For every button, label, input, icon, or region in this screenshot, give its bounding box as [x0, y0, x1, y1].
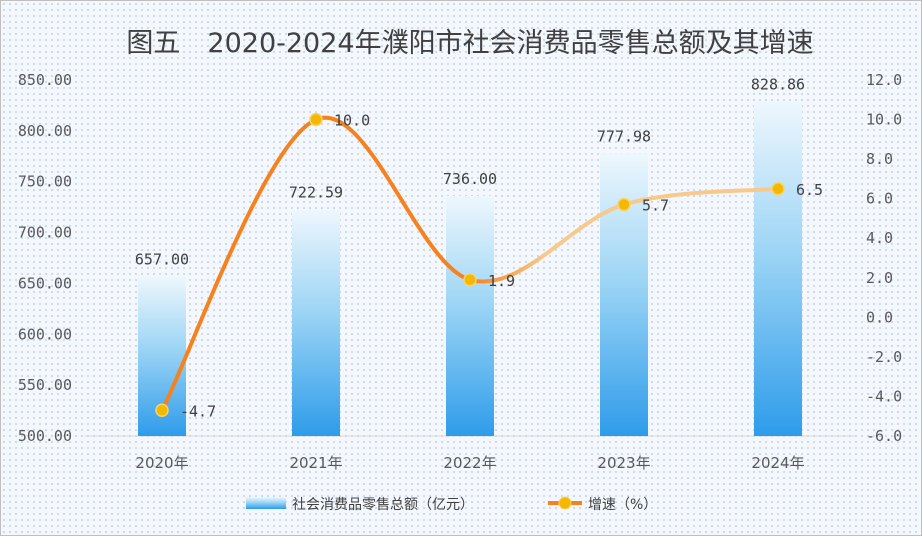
growth-marker: [463, 273, 477, 287]
bar-data-label: 777.98: [597, 127, 651, 145]
category-tick: 2021年: [289, 454, 342, 472]
bar: [754, 101, 802, 436]
bar-data-label: 722.59: [289, 184, 343, 202]
left-axis-tick: 750.00: [18, 173, 72, 191]
left-axis-tick: 700.00: [18, 224, 72, 242]
left-axis: 500.00 550.00 600.00 650.00 700.00 750.00 800.…: [18, 71, 72, 445]
growth-data-label: 6.5: [796, 181, 823, 199]
left-axis-tick: 850.00: [18, 71, 72, 89]
right-axis-tick: 10.0: [866, 111, 902, 129]
left-axis-tick: 500.00: [18, 427, 72, 445]
left-axis-tick: 550.00: [18, 376, 72, 394]
growth-marker: [309, 112, 323, 127]
category-tick: 2023年: [597, 454, 650, 472]
bar-data-label: 736.00: [443, 170, 497, 188]
bar: [446, 195, 494, 436]
right-axis-tick: -4.0: [866, 387, 902, 405]
growth-data-labels: -4.7 10.0 1.9 5.7 6.5: [180, 112, 823, 421]
right-axis-tick: 6.0: [866, 190, 893, 208]
growth-marker: [771, 182, 785, 196]
right-axis-tick: 2.0: [866, 269, 893, 287]
right-axis-tick: 12.0: [866, 71, 902, 89]
legend-line-marker: [558, 496, 572, 510]
right-axis-tick: 4.0: [866, 229, 893, 247]
bar-data-label: 657.00: [135, 250, 189, 268]
right-axis-tick: -2.0: [866, 348, 902, 366]
left-axis-tick: 600.00: [18, 325, 72, 343]
growth-data-label: -4.7: [180, 402, 216, 420]
category-tick: 2024年: [751, 454, 804, 472]
right-axis: -6.0 -4.0 -2.0 0.0 2.0 4.0 6.0 8.0 10.0 12.0: [866, 71, 902, 445]
bar: [600, 153, 648, 436]
legend-bar-label: 社会消费品零售总额（亿元）: [292, 497, 474, 513]
bar-series: [138, 101, 802, 436]
growth-data-label: 5.7: [642, 197, 669, 215]
left-axis-tick: 800.00: [18, 122, 72, 140]
growth-data-label: 1.9: [488, 272, 515, 290]
right-axis-tick: -6.0: [866, 427, 902, 445]
bar: [292, 209, 340, 436]
growth-markers: [155, 112, 785, 418]
category-axis: 2020年 2021年 2022年 2023年 2024年: [135, 454, 804, 472]
legend-line-label: 增速（%）: [588, 497, 657, 513]
left-axis-tick: 650.00: [18, 274, 72, 292]
growth-marker: [155, 403, 169, 418]
chart-title: 图五 2020-2024年濮阳市社会消费品零售总额及其增速: [126, 28, 813, 59]
bar-data-label: 828.86: [751, 76, 805, 94]
category-tick: 2020年: [135, 454, 188, 472]
legend: 社会消费品零售总额（亿元） 增速（%）: [246, 496, 657, 513]
growth-marker: [617, 197, 631, 212]
category-tick: 2022年: [443, 454, 496, 472]
growth-line: [160, 115, 780, 413]
right-axis-tick: 0.0: [866, 308, 893, 326]
bar-data-labels: 657.00 722.59 736.00 777.98 828.86: [135, 76, 805, 269]
legend-bar-swatch: [246, 497, 286, 509]
growth-data-label: 10.0: [334, 112, 370, 130]
right-axis-tick: 8.0: [866, 150, 893, 168]
